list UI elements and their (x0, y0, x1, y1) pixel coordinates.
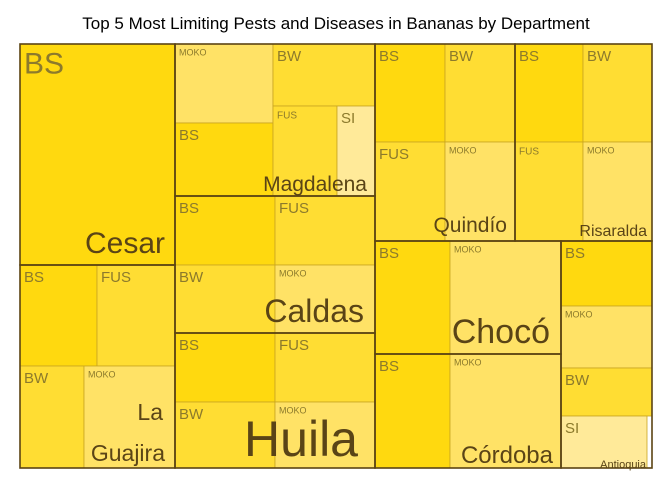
cell-label-huila-bw: BW (179, 406, 204, 423)
chart-title: Top 5 Most Limiting Pests and Diseases i… (82, 14, 590, 33)
department-label-cordoba: Córdoba (461, 442, 554, 469)
department-cordoba: BS MOKO (374, 353, 562, 469)
cell-label-caldas-fus: FUS (279, 200, 309, 217)
cell-label-magdalena-si: SI (341, 110, 355, 127)
cell-label-huila-moko: MOKO (279, 406, 307, 416)
cell-caldas-bw (174, 264, 276, 334)
cell-la-guajira-fus (96, 264, 176, 367)
cell-antioquia-moko (560, 305, 653, 369)
cell-huila-fus (274, 332, 376, 403)
cell-label-choco-bs: BS (379, 245, 399, 262)
cell-huila-bs (174, 332, 276, 403)
cell-label-quindio-bs: BS (379, 48, 399, 65)
cell-huila-bw (174, 401, 276, 469)
cell-cordoba-moko (449, 353, 562, 469)
department-label-magdalena: Magdalena (263, 173, 367, 196)
department-magdalena: MOKO BW BS FUS SI (174, 43, 376, 197)
cell-choco-moko (449, 240, 562, 355)
department-label-choco: Chocó (452, 313, 550, 351)
cell-label-quindio-fus: FUS (379, 146, 409, 163)
department-label-antioquia: Antioquia (600, 459, 647, 471)
department-quindio: BS BW FUS MOKO (374, 43, 516, 242)
department-caldas: BS FUS BW MOKO (174, 195, 376, 334)
cell-label-caldas-bs: BS (179, 200, 199, 217)
cell-label-cesar-bs: BS (24, 48, 64, 81)
cell-label-magdalena-bs: BS (179, 127, 199, 144)
cell-label-la-guajira-bs: BS (24, 269, 44, 286)
department-label-quindio: Quindío (433, 214, 507, 237)
cell-label-cordoba-bs: BS (379, 358, 399, 375)
cell-antioquia-si (560, 415, 648, 469)
cell-label-antioquia-bs: BS (565, 245, 585, 262)
cell-la-guajira-moko (83, 365, 176, 469)
cell-label-la-guajira-moko: MOKO (88, 370, 116, 380)
cell-label-antioquia-moko: MOKO (565, 310, 593, 320)
cell-label-la-guajira-bw: BW (24, 370, 49, 387)
cell-cordoba-bs (374, 353, 451, 469)
cell-quindio-fus (374, 141, 446, 242)
department-border-antioquia (560, 240, 653, 469)
cell-label-cordoba-moko: MOKO (454, 358, 482, 368)
cell-label-risaralda-bw: BW (587, 48, 612, 65)
cell-label-antioquia-si: SI (565, 420, 579, 437)
department-border-la-guajira (19, 264, 176, 469)
department-huila: BS FUS BW MOKO (174, 332, 376, 469)
cell-quindio-bs (374, 43, 446, 143)
cell-huila-moko (274, 401, 376, 469)
cell-label-magdalena-bw: BW (277, 48, 302, 65)
cell-label-caldas-moko: MOKO (279, 269, 307, 279)
cell-label-risaralda-bs: BS (519, 48, 539, 65)
cell-risaralda-bw (582, 43, 653, 143)
cell-label-magdalena-moko: MOKO (179, 48, 207, 58)
department-choco: BS MOKO (374, 240, 562, 355)
cell-label-antioquia-bw: BW (565, 372, 590, 389)
cell-label-huila-fus: FUS (279, 337, 309, 354)
cell-label-quindio-moko: MOKO (449, 146, 477, 156)
cell-choco-bs (374, 240, 451, 355)
cell-label-quindio-bw: BW (449, 48, 474, 65)
cell-la-guajira-bw (19, 365, 85, 469)
cell-label-risaralda-moko: MOKO (587, 146, 615, 156)
department-label-cesar: Cesar (85, 227, 165, 260)
cell-label-risaralda-fus: FUS (519, 147, 539, 158)
cell-label-choco-moko: MOKO (454, 245, 482, 255)
cell-risaralda-fus (514, 141, 584, 242)
cell-label-magdalena-fus: FUS (277, 111, 297, 122)
department-antioquia: BS MOKO BW SI (560, 240, 653, 469)
cell-label-huila-bs: BS (179, 337, 199, 354)
department-label-huila: Huila (244, 411, 358, 467)
department-risaralda: BS BW FUS MOKO (514, 43, 653, 242)
cell-label-la-guajira-fus: FUS (101, 269, 131, 286)
cell-antioquia-bw (560, 367, 653, 417)
department-label-risaralda: Risaralda (579, 223, 647, 240)
department-label-caldas: Caldas (264, 293, 364, 329)
cell-risaralda-bs (514, 43, 584, 143)
department-la-guajira: BS FUS BW MOKO (19, 264, 176, 469)
cell-caldas-fus (274, 195, 376, 266)
cell-quindio-moko (444, 141, 516, 242)
cell-label-caldas-bw: BW (179, 269, 204, 286)
department-label-la-guajira: La Guajira (91, 399, 165, 466)
